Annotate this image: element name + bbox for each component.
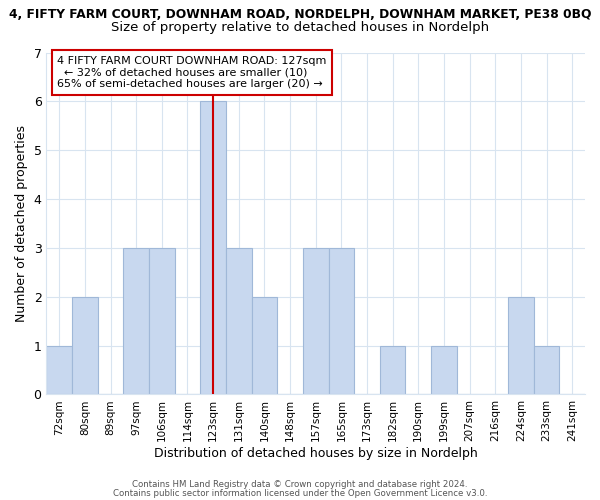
Bar [431,346,457,395]
X-axis label: Distribution of detached houses by size in Nordelph: Distribution of detached houses by size … [154,447,478,460]
Bar [251,297,277,394]
Bar [149,248,175,394]
Text: Contains public sector information licensed under the Open Government Licence v3: Contains public sector information licen… [113,488,487,498]
Bar [72,297,98,394]
Bar [200,102,226,395]
Bar [534,346,559,395]
Bar [226,248,251,394]
Bar [380,346,406,395]
Text: 4 FIFTY FARM COURT DOWNHAM ROAD: 127sqm
  ← 32% of detached houses are smaller (: 4 FIFTY FARM COURT DOWNHAM ROAD: 127sqm … [57,56,326,89]
Bar [303,248,329,394]
Text: Contains HM Land Registry data © Crown copyright and database right 2024.: Contains HM Land Registry data © Crown c… [132,480,468,489]
Text: Size of property relative to detached houses in Nordelph: Size of property relative to detached ho… [111,21,489,34]
Bar [46,346,72,395]
Bar [508,297,534,394]
Text: 4, FIFTY FARM COURT, DOWNHAM ROAD, NORDELPH, DOWNHAM MARKET, PE38 0BQ: 4, FIFTY FARM COURT, DOWNHAM ROAD, NORDE… [9,8,591,20]
Bar [329,248,354,394]
Y-axis label: Number of detached properties: Number of detached properties [15,125,28,322]
Bar [124,248,149,394]
